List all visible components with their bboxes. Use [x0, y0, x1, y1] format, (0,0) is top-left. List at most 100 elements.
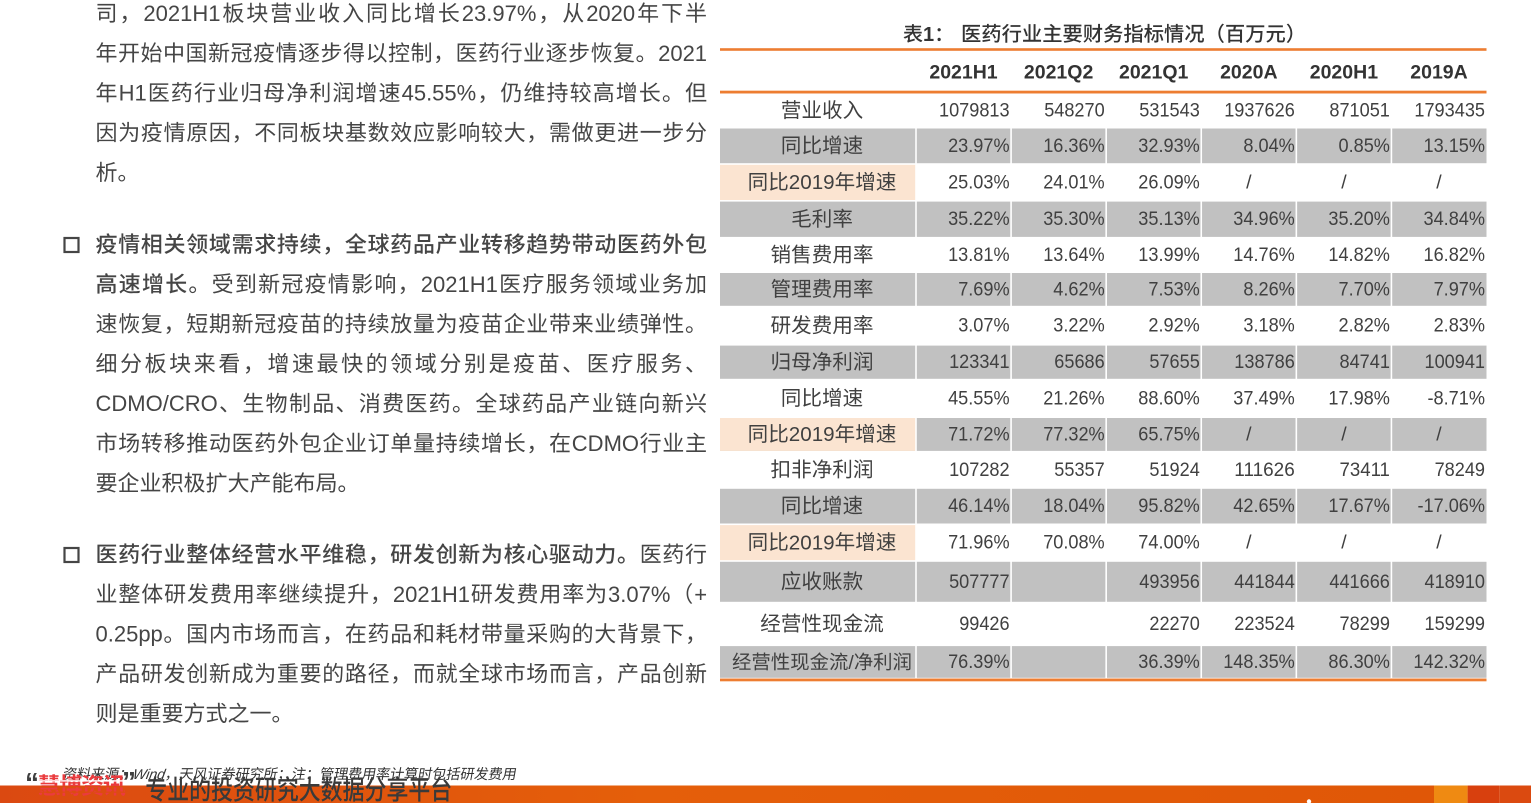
svg-text:2020A: 2020A — [1220, 61, 1277, 83]
svg-text:CDMO: CDMO — [572, 431, 639, 456]
svg-text:13.81%: 13.81% — [948, 244, 1010, 266]
svg-text:/: / — [1341, 171, 1347, 193]
svg-text:84741: 84741 — [1340, 351, 1390, 373]
svg-text:78299: 78299 — [1340, 613, 1390, 635]
svg-text:100941: 100941 — [1425, 351, 1486, 373]
svg-text:3.18%: 3.18% — [1243, 315, 1294, 337]
svg-text:4.62%: 4.62% — [1053, 278, 1104, 300]
svg-text:13.99%: 13.99% — [1138, 244, 1200, 266]
svg-text:/: / — [1341, 532, 1347, 554]
svg-text:”: ” — [122, 766, 136, 797]
svg-text:74.00%: 74.00% — [1138, 532, 1200, 554]
svg-text:507777: 507777 — [949, 571, 1010, 593]
svg-text:2021H1: 2021H1 — [929, 61, 997, 83]
svg-text:37.49%: 37.49% — [1233, 387, 1295, 409]
svg-text:2021Q1: 2021Q1 — [1119, 61, 1189, 83]
svg-text:-17.06%: -17.06% — [1418, 495, 1486, 517]
svg-text:45.55%: 45.55% — [948, 387, 1010, 409]
svg-text:2021: 2021 — [658, 41, 707, 66]
svg-text:70.08%: 70.08% — [1043, 532, 1105, 554]
svg-text:2021Q2: 2021Q2 — [1024, 61, 1094, 83]
svg-text:Wind: Wind — [132, 767, 168, 783]
svg-text:/: / — [848, 652, 854, 674]
svg-text:/: / — [1436, 532, 1442, 554]
svg-text:35.13%: 35.13% — [1138, 208, 1200, 230]
svg-text:7.70%: 7.70% — [1339, 278, 1390, 300]
svg-text:16.36%: 16.36% — [1043, 135, 1105, 157]
svg-text:14.76%: 14.76% — [1233, 244, 1295, 266]
svg-text:1793435: 1793435 — [1414, 100, 1485, 122]
svg-text:138786: 138786 — [1234, 351, 1295, 373]
svg-text:86.30%: 86.30% — [1328, 651, 1390, 673]
svg-text:55357: 55357 — [1054, 459, 1104, 481]
svg-text:23.97%: 23.97% — [462, 1, 537, 26]
svg-text:35.22%: 35.22% — [948, 208, 1010, 230]
svg-text:2019: 2019 — [789, 171, 835, 194]
svg-text:46.14%: 46.14% — [948, 495, 1010, 517]
svg-text:H1: H1 — [119, 81, 147, 106]
svg-text:36.39%: 36.39% — [1138, 651, 1200, 673]
svg-text:2021H1: 2021H1 — [143, 1, 220, 26]
svg-text:77.32%: 77.32% — [1043, 423, 1105, 445]
svg-text:/: / — [1246, 423, 1252, 445]
svg-text:159299: 159299 — [1425, 613, 1486, 635]
svg-text:871051: 871051 — [1329, 100, 1390, 122]
svg-text:0.25pp: 0.25pp — [96, 622, 163, 647]
svg-text:23.97%: 23.97% — [948, 135, 1010, 157]
svg-text:13.64%: 13.64% — [1043, 244, 1105, 266]
svg-text:24.01%: 24.01% — [1043, 171, 1105, 193]
svg-text:107282: 107282 — [949, 459, 1010, 481]
svg-text:78249: 78249 — [1435, 459, 1485, 481]
svg-text:8.26%: 8.26% — [1243, 278, 1294, 300]
svg-text:71.96%: 71.96% — [948, 532, 1010, 554]
svg-text:73411: 73411 — [1340, 459, 1390, 481]
svg-text:25.03%: 25.03% — [948, 171, 1010, 193]
svg-text:22270: 22270 — [1149, 613, 1200, 635]
svg-text:2021H1: 2021H1 — [421, 272, 498, 297]
svg-text:2.82%: 2.82% — [1339, 315, 1390, 337]
svg-text:/: / — [1436, 423, 1442, 445]
svg-text:26.09%: 26.09% — [1138, 171, 1200, 193]
svg-text:/: / — [1436, 171, 1442, 193]
svg-text:418910: 418910 — [1425, 571, 1486, 593]
svg-text:65.75%: 65.75% — [1138, 423, 1200, 445]
svg-text:7.97%: 7.97% — [1434, 278, 1485, 300]
svg-text:2019A: 2019A — [1410, 61, 1467, 83]
svg-text:16.82%: 16.82% — [1424, 244, 1486, 266]
svg-text:1079813: 1079813 — [939, 100, 1010, 122]
svg-text:76.39%: 76.39% — [948, 651, 1010, 673]
svg-text:2.83%: 2.83% — [1434, 315, 1485, 337]
svg-text:7.69%: 7.69% — [958, 278, 1009, 300]
svg-text:34.96%: 34.96% — [1233, 208, 1295, 230]
svg-text:/: / — [1246, 532, 1252, 554]
svg-text:13.15%: 13.15% — [1424, 135, 1486, 157]
svg-text:42.65%: 42.65% — [1233, 495, 1295, 517]
svg-text:17.98%: 17.98% — [1328, 387, 1390, 409]
svg-text:2020H1: 2020H1 — [1310, 61, 1378, 83]
svg-text:99426: 99426 — [959, 613, 1009, 635]
svg-text:-8.71%: -8.71% — [1428, 387, 1486, 409]
svg-text:493956: 493956 — [1139, 571, 1200, 593]
svg-text:3.07%: 3.07% — [608, 582, 670, 607]
svg-text:3.22%: 3.22% — [1053, 315, 1104, 337]
svg-text:34.84%: 34.84% — [1424, 208, 1486, 230]
svg-text:17.67%: 17.67% — [1328, 495, 1390, 517]
svg-text:531543: 531543 — [1139, 100, 1200, 122]
svg-text:111626: 111626 — [1234, 459, 1295, 481]
svg-text:35.30%: 35.30% — [1043, 208, 1105, 230]
svg-text:2020: 2020 — [586, 1, 635, 26]
svg-text:CDMO/CRO: CDMO/CRO — [96, 391, 218, 416]
svg-text:0.85%: 0.85% — [1339, 135, 1390, 157]
svg-text:/: / — [1246, 171, 1252, 193]
svg-text:35.20%: 35.20% — [1328, 208, 1390, 230]
svg-text:“: “ — [25, 767, 39, 798]
svg-text:148.35%: 148.35% — [1223, 651, 1295, 673]
svg-text:7.53%: 7.53% — [1148, 278, 1199, 300]
svg-text:548270: 548270 — [1044, 100, 1105, 122]
svg-text:2021H1: 2021H1 — [393, 582, 470, 607]
svg-text:1: 1 — [923, 24, 934, 46]
svg-text:95.82%: 95.82% — [1138, 495, 1200, 517]
svg-text:1937626: 1937626 — [1224, 100, 1295, 122]
svg-text:71.72%: 71.72% — [948, 423, 1010, 445]
svg-text:2019: 2019 — [789, 423, 835, 446]
